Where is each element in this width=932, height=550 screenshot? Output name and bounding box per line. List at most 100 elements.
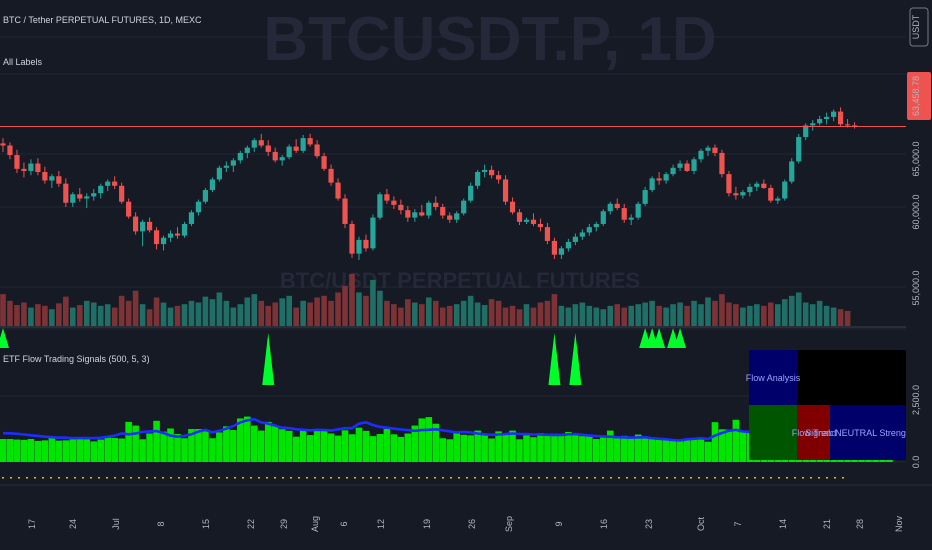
zero-dot [538, 477, 540, 479]
volume-bar [28, 307, 34, 326]
volume-bar [230, 307, 237, 326]
candle-body [537, 223, 544, 228]
zero-dot [754, 477, 756, 479]
volume-bar [244, 297, 251, 326]
volume-bar [467, 295, 474, 326]
candle-body [844, 124, 851, 126]
candle-body [530, 219, 537, 224]
volume-bar [251, 294, 258, 326]
candle [412, 209, 418, 222]
zero-dot [458, 477, 460, 479]
zero-dot [522, 477, 524, 479]
zero-dot [370, 477, 372, 479]
zero-dot [674, 477, 676, 479]
candle [726, 170, 732, 197]
zero-dot [466, 477, 468, 479]
candle-body [426, 202, 432, 216]
candle-body [677, 163, 683, 168]
candle [307, 133, 313, 147]
time-label: Aug [310, 516, 320, 532]
zero-dot [322, 477, 324, 479]
candle [272, 147, 278, 163]
zero-dot [202, 477, 204, 479]
zero-dot [842, 477, 844, 479]
table-signal-text: Signal: NEUTRAL Strength: 1.0 [805, 428, 931, 438]
currency-button[interactable] [909, 7, 929, 47]
histogram-bar [551, 433, 558, 462]
histogram-bar [586, 435, 593, 462]
volume-bar [788, 295, 795, 326]
zero-dot [258, 477, 260, 479]
histogram-bar [90, 441, 98, 462]
histogram-bar [13, 439, 21, 462]
volume-bar [781, 299, 788, 326]
candle [405, 205, 411, 222]
volume-bar [607, 305, 614, 326]
volume-bar [705, 297, 711, 326]
time-label: Oct [696, 517, 706, 532]
volume-bar [146, 309, 153, 326]
candle [768, 184, 774, 203]
volume-bar [398, 307, 404, 326]
histogram-bar [139, 439, 146, 462]
candle-body [126, 201, 132, 217]
volume-bar [181, 304, 188, 326]
time-label: 21 [822, 519, 832, 529]
zero-dot [818, 477, 820, 479]
candle-body [747, 186, 753, 193]
candle [202, 187, 209, 204]
zero-dot [426, 477, 428, 479]
candle [419, 204, 425, 217]
volume-bar [174, 305, 181, 326]
histogram-bar [655, 438, 663, 462]
candle-body [593, 223, 599, 228]
histogram-bar [432, 423, 440, 462]
volume-bar [572, 304, 579, 326]
indicator-title: ETF Flow Trading Signals (500, 5, 3) [3, 354, 150, 364]
zero-dot [66, 477, 68, 479]
zero-dot [786, 477, 788, 479]
grid-lines [0, 36, 906, 463]
histogram-bar [20, 439, 28, 462]
zero-dot [306, 477, 308, 479]
histogram-bar [320, 429, 328, 462]
histogram-bar [195, 429, 202, 462]
indicator-label: All Labels [3, 57, 43, 67]
candle [126, 198, 132, 219]
candle [838, 107, 844, 127]
volume-bar [453, 304, 460, 326]
histogram-bar [334, 435, 342, 462]
volume-bar [733, 304, 739, 326]
zero-dot [626, 477, 628, 479]
volume-bar [49, 309, 55, 326]
volume-bar [35, 304, 41, 326]
candle [614, 198, 620, 211]
histogram-bar [397, 436, 405, 462]
candle-body [342, 198, 348, 224]
candle [621, 203, 627, 223]
zero-dot [794, 477, 796, 479]
histogram-bar [537, 433, 544, 462]
candle-body [621, 208, 627, 220]
candle-body [181, 223, 188, 236]
candle-body [314, 144, 320, 157]
volume-bar [516, 309, 523, 326]
candle-body [377, 194, 383, 218]
time-label: 29 [279, 519, 289, 529]
candle [628, 214, 634, 226]
zero-dot [402, 477, 404, 479]
volume-bar [223, 300, 230, 326]
candle-body [733, 193, 739, 196]
zero-dot [554, 477, 556, 479]
time-axis: 17 24 Jul 8 15 22 29 Aug 6 12 19 26 Sep 9 16 23 Oct 7 14 21… [27, 516, 904, 533]
candle [754, 181, 760, 192]
volume-bar [579, 302, 586, 326]
candle-body [42, 172, 48, 181]
histogram-bar [362, 430, 370, 462]
signal-triangle [0, 328, 9, 348]
volume-bar [258, 300, 265, 326]
histogram-bar [132, 425, 139, 462]
candle-body [412, 212, 418, 218]
candle-body [279, 157, 285, 161]
volume-bar [837, 309, 844, 326]
